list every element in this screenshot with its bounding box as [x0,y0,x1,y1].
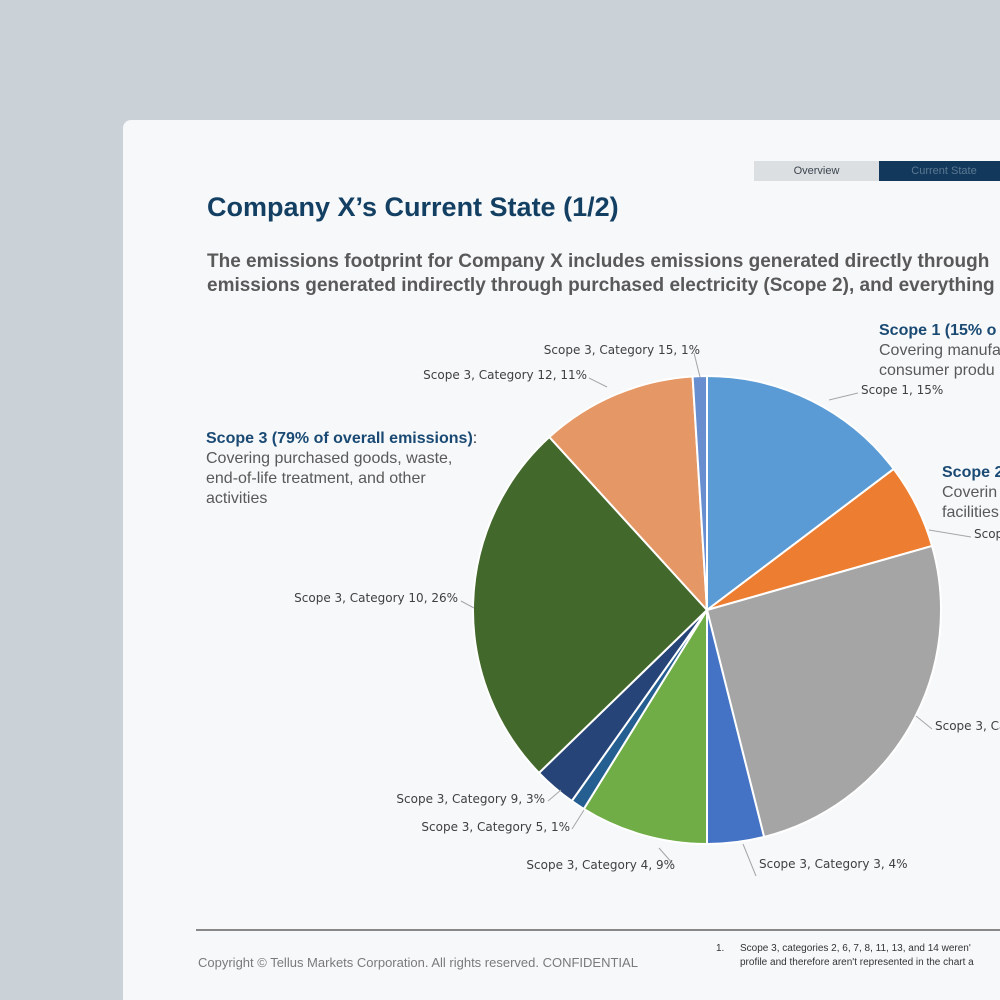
leader-line-scope-3-category-15-1 [693,352,701,378]
callout-scope3-line2: end-of-life treatment, and other [206,470,426,487]
callout-scope2: Scope 2 Coverin facilities [942,463,1000,523]
callout-scope2-line1: Coverin [942,484,998,501]
leader-line-scope-3-category-10-26 [460,600,475,609]
footer-divider [196,929,1000,931]
tab-overview[interactable]: Overview [754,161,879,181]
callout-scope3-heading: Scope 3 (79% of overall emissions) [206,430,473,447]
callout-scope1-line1: Covering manufa [879,342,1000,359]
callout-scope3-line1: Covering purchased goods, waste, [206,450,453,467]
pie-slice-scope-3-category-1-26 [705,544,942,839]
callout-scope2-heading: Scope 2 [942,464,1000,481]
callout-scope1: Scope 1 (15% o Covering manufa consumer … [879,321,1000,381]
pie-slice-scope-3-category-4-9 [582,606,708,846]
callout-scope3-colon: : [472,430,478,447]
data-label-scope-3-category-15-1: Scope 3, Category 15, 1% [544,343,700,357]
tab-current-state[interactable]: Current State [879,161,1000,181]
footnote-number: 1. [716,943,725,954]
data-label-scope-3-category-3-4: Scope 3, Category 3, 4% [759,857,908,871]
leader-line-scope-3-category-9-3 [547,789,562,802]
footnote-line1: Scope 3, categories 2, 6, 7, 8, 11, 13, … [740,943,971,954]
data-label-scope-3-category-12-11: Scope 3, Category 12, 11% [423,368,587,382]
emissions-pie-chart: Scope 1, 15% Scop Scope 3, Cat Scope 3, Cat… [294,343,1000,877]
leader-line-scope-3-category-4-9 [658,847,674,865]
footnote: 1. Scope 3, categories 2, 6, 7, 8, 11, 13… [716,942,974,970]
callout-scope3-line3: activities [206,490,268,507]
page-title: Company X’s Current State (1/2) [207,192,619,222]
callout-scope1-line2: consumer produ [879,362,995,379]
leader-line-scope-1-15 [828,392,859,401]
leader-line-scope-2-6 [928,529,972,538]
pie-slice-scope-1-15 [706,374,896,613]
slide: Overview Current State Company X’s Curre… [123,120,1000,1000]
callout-scope2-line2: facilities [942,504,999,521]
copyright: Copyright © Tellus Markets Corporation. … [198,955,638,970]
leader-line-scope-3-category-1-26 [915,715,933,730]
subtitle-line-1: The emissions footprint for Company X in… [207,251,990,272]
callout-scope1-heading: Scope 1 (15% o [879,322,997,339]
leader-line-scope-3-category-3-4 [742,843,757,877]
nav-tabs: Overview Current State [754,161,1000,181]
pie-slice-scope-3-category-10-26 [472,435,709,775]
data-label-scope-3-category-4-9: Scope 3, Category 4, 9% [526,858,675,872]
callout-scope3: Scope 3 (79% of overall emissions): Cove… [206,429,477,509]
data-label-scope-3-category-10-26: Scope 3, Category 10, 26% [294,591,458,605]
subtitle-line-2: emissions generated indirectly through p… [207,275,995,296]
data-label-scope-3-category-1-26: Scope 3, Cat [935,719,1000,733]
leader-line-scope-3-category-5-1 [571,809,585,830]
data-label-scope-3-category-5-1: Scope 3, Category 5, 1% [421,820,570,834]
page-subtitle: The emissions footprint for Company X in… [207,250,995,298]
leader-line-scope-3-category-12-11 [588,377,608,388]
pie-slice-scope-3-category-12-11 [547,375,709,613]
data-label-scope-1-15: Scope 1, 15% [861,383,943,397]
data-label-scope-3-category-9-3: Scope 3, Category 9, 3% [396,792,545,806]
data-label-scope-2-6: Scop [974,527,1000,541]
footnote-line2: profile and therefore aren't represented… [740,957,974,968]
